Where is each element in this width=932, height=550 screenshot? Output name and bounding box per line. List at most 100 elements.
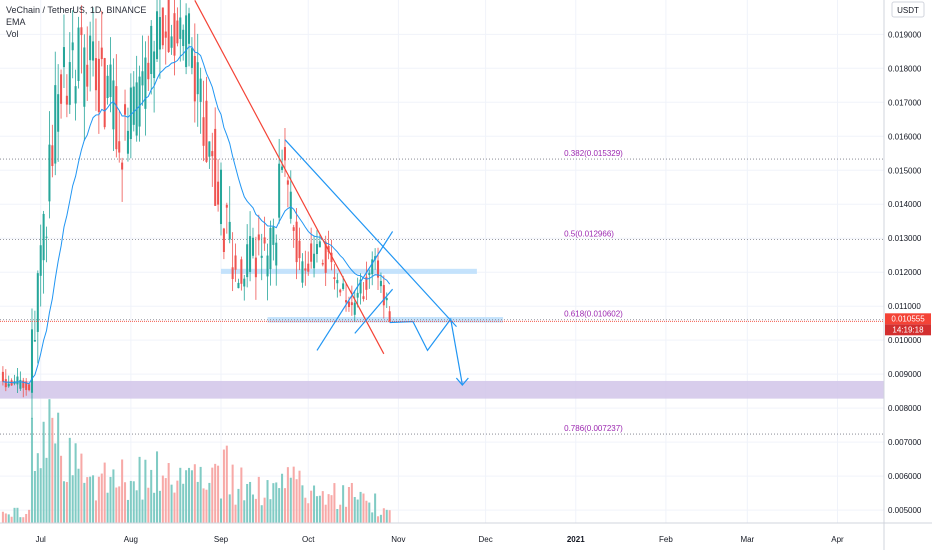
candle-body bbox=[388, 311, 391, 322]
volume-bar bbox=[251, 494, 255, 523]
ema-legend[interactable]: EMA bbox=[6, 17, 26, 27]
volume-bar bbox=[246, 483, 249, 523]
fib-zone bbox=[267, 317, 504, 323]
candle-body bbox=[77, 27, 80, 81]
volume-bar bbox=[167, 463, 170, 523]
candle-body bbox=[196, 62, 199, 95]
time-tick-label: Apr bbox=[831, 535, 844, 544]
volume-bar bbox=[138, 456, 141, 523]
volume-bar bbox=[86, 477, 89, 523]
candle-body bbox=[278, 163, 281, 218]
price-tick-label: 0.016000 bbox=[888, 132, 922, 141]
candle-body bbox=[57, 94, 60, 132]
volume-bar bbox=[45, 457, 48, 523]
time-tick-label: Sep bbox=[214, 535, 229, 544]
candle-body bbox=[94, 58, 97, 91]
volume-bar bbox=[118, 486, 121, 523]
candle-body bbox=[371, 259, 374, 275]
volume-bar bbox=[359, 491, 362, 523]
candle-body bbox=[80, 27, 83, 36]
price-tick-label: 0.018000 bbox=[888, 64, 922, 73]
candle-body bbox=[318, 241, 321, 248]
time-tick-label: Oct bbox=[302, 535, 315, 544]
candle-body bbox=[202, 117, 205, 146]
candle-body bbox=[307, 263, 310, 272]
volume-legend[interactable]: Vol bbox=[6, 29, 19, 39]
volume-bar bbox=[249, 481, 252, 523]
price-tick-label: 0.014000 bbox=[888, 200, 922, 209]
candle-body bbox=[158, 17, 161, 50]
fib-level-label: 0.5(0.012966) bbox=[564, 229, 614, 238]
volume-bar bbox=[60, 455, 63, 523]
volume-bar bbox=[106, 492, 109, 523]
time-axis[interactable]: Jul Aug Sep Oct Nov Dec 2021 Feb Mar Apr bbox=[0, 522, 932, 544]
volume-bar bbox=[77, 468, 80, 523]
candle-body bbox=[65, 95, 68, 105]
candle-body bbox=[359, 279, 362, 294]
price-axis[interactable]: USDT 0.005000 0.006000 0.007000 0.008000 0.00… bbox=[883, 0, 925, 550]
candle-body bbox=[68, 62, 71, 105]
volume-bar bbox=[318, 495, 321, 523]
volume-bar bbox=[115, 487, 118, 523]
volume-bar bbox=[374, 493, 377, 523]
candle-body bbox=[138, 76, 141, 127]
volume-bar bbox=[243, 500, 246, 523]
volume-bar bbox=[269, 499, 272, 523]
volume-bar bbox=[371, 512, 374, 523]
candle-body bbox=[25, 381, 28, 390]
volume-bar bbox=[368, 502, 371, 523]
volume-bar bbox=[42, 421, 45, 523]
volume-bar bbox=[80, 453, 83, 523]
volume-bar bbox=[16, 507, 19, 523]
candle-body bbox=[336, 280, 339, 284]
price-tick-label: 0.006000 bbox=[888, 472, 922, 481]
support-zone bbox=[0, 380, 884, 399]
volume-bar bbox=[129, 480, 132, 523]
volume-bar bbox=[65, 481, 68, 523]
channel-upper-line bbox=[284, 139, 457, 328]
volume-bar bbox=[170, 484, 173, 523]
candle-body bbox=[382, 285, 385, 306]
volume-bar bbox=[48, 399, 51, 523]
zones-layer bbox=[0, 268, 884, 399]
candle-body bbox=[327, 245, 330, 253]
candle-body bbox=[109, 64, 112, 98]
volume-bar bbox=[147, 487, 150, 523]
volume-bar bbox=[141, 499, 144, 523]
symbol-title[interactable]: VeChain / TetherUS, 1D, BINANCE bbox=[6, 5, 147, 15]
candle-body bbox=[121, 162, 124, 170]
volume-bar bbox=[51, 417, 54, 523]
candle-body bbox=[234, 255, 237, 270]
time-tick-label: Dec bbox=[479, 535, 493, 544]
candle-body bbox=[214, 128, 217, 206]
chart-legend: VeChain / TetherUS, 1D, BINANCE EMA Vol bbox=[6, 4, 146, 40]
volume-bar bbox=[161, 475, 164, 523]
candle-body bbox=[36, 273, 39, 332]
volume-bar bbox=[187, 467, 191, 523]
last-price-marker: 0.010555 14:19:18 bbox=[0, 313, 931, 336]
price-tick-label: 0.007000 bbox=[888, 438, 922, 447]
volume-bar bbox=[324, 504, 327, 523]
countdown-value: 14:19:18 bbox=[892, 325, 924, 334]
candle-body bbox=[1, 371, 4, 382]
red-downtrend-line bbox=[194, 0, 385, 355]
candle-body bbox=[315, 244, 318, 255]
time-tick-label: Mar bbox=[740, 535, 754, 544]
candle-body bbox=[4, 379, 7, 388]
candle-body bbox=[190, 48, 193, 68]
volume-bar bbox=[62, 481, 65, 523]
candle-body bbox=[16, 376, 19, 385]
candle-body bbox=[103, 58, 106, 128]
candle-body bbox=[124, 104, 127, 115]
volume-bar bbox=[333, 483, 336, 523]
volume-bar bbox=[382, 508, 385, 523]
candle-body bbox=[118, 141, 121, 153]
candle-body bbox=[7, 383, 10, 387]
candle-body bbox=[126, 130, 129, 154]
volume-bar bbox=[339, 504, 342, 523]
candle-body bbox=[170, 36, 173, 48]
volume-bar bbox=[281, 473, 284, 523]
volume-bar bbox=[182, 483, 185, 523]
volume-bar bbox=[228, 494, 231, 523]
